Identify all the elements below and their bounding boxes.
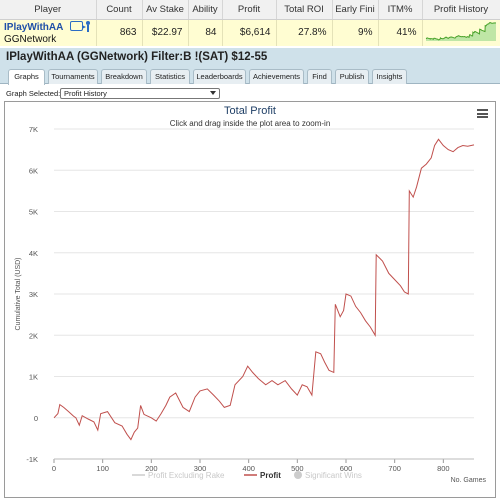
player-cell: IPlayWithAA GGNetwork xyxy=(0,19,97,46)
graph-select-label: Graph Selected: xyxy=(6,89,61,98)
column-header-total-roi[interactable]: Total ROI xyxy=(276,0,333,20)
x-axis-label: No. Games xyxy=(451,477,487,484)
tab-statistics[interactable]: Statistics xyxy=(150,69,190,84)
y-tick-label: 0 xyxy=(34,414,38,423)
y-tick-label: 5K xyxy=(29,208,38,217)
chevron-down-icon xyxy=(210,91,216,95)
table-header-row: Player Count Av Stake Ability Profit Tot… xyxy=(0,0,500,20)
table-row: IPlayWithAA GGNetwork 863 $22.97 84 $6,6… xyxy=(0,19,500,46)
graph-select-dropdown[interactable]: Profit History xyxy=(60,88,220,99)
column-header-profit[interactable]: Profit xyxy=(222,0,277,20)
tab-graphs[interactable]: Graphs xyxy=(8,69,45,85)
column-header-count[interactable]: Count xyxy=(96,0,143,20)
ability-value: 84 xyxy=(188,19,223,46)
graph-select-value: Profit History xyxy=(64,89,107,98)
chart-subtitle: Click and drag inside the plot area to z… xyxy=(170,119,331,128)
player-name-link[interactable]: IPlayWithAA xyxy=(4,21,64,33)
profit-history-cell xyxy=(422,19,500,46)
player-stats-table: Player Count Av Stake Ability Profit Tot… xyxy=(0,0,500,46)
chart-menu-icon[interactable] xyxy=(477,109,488,118)
tab-bar: Graphs Tournaments Breakdown Statistics … xyxy=(0,66,500,85)
x-tick-label: 600 xyxy=(340,464,353,473)
series-line-profit xyxy=(53,138,475,441)
legend-item-significant-wins[interactable]: Significant Wins xyxy=(305,471,362,480)
av-stake-value: $22.97 xyxy=(142,19,189,46)
early-fini-value: 9% xyxy=(332,19,379,46)
x-tick-label: 100 xyxy=(96,464,109,473)
chart-canvas[interactable]: Total Profit Click and drag inside the pl… xyxy=(4,101,496,498)
monitor-share-icon[interactable] xyxy=(70,20,87,31)
x-tick-label: 800 xyxy=(437,464,450,473)
y-tick-label: 7K xyxy=(29,125,38,134)
y-tick-label: 4K xyxy=(29,249,38,258)
y-tick-label: 1K xyxy=(29,373,38,382)
tab-breakdown[interactable]: Breakdown xyxy=(101,69,147,84)
x-tick-label: 0 xyxy=(52,464,56,473)
count-value: 863 xyxy=(96,19,143,46)
legend-item-profit-excluding-rake[interactable]: Profit Excluding Rake xyxy=(148,471,225,480)
tab-tournaments[interactable]: Tournaments xyxy=(48,69,98,84)
x-tick-label: 300 xyxy=(194,464,207,473)
column-header-av-stake[interactable]: Av Stake xyxy=(142,0,189,20)
legend-item-profit[interactable]: Profit xyxy=(260,471,281,480)
tab-insights[interactable]: Insights xyxy=(372,69,407,84)
column-header-early-fini[interactable]: Early Fini xyxy=(332,0,379,20)
total-roi-value: 27.8% xyxy=(276,19,333,46)
profit-value: $6,614 xyxy=(222,19,277,46)
chart-title: Total Profit xyxy=(224,105,276,117)
profit-chart[interactable]: Total Profit Click and drag inside the pl… xyxy=(4,101,496,498)
y-tick-label: 6K xyxy=(29,166,38,175)
tab-find[interactable]: Find xyxy=(307,69,332,84)
tab-leaderboards[interactable]: Leaderboards xyxy=(193,69,246,84)
sparkline-area xyxy=(426,22,496,42)
player-network: GGNetwork xyxy=(4,33,57,45)
y-tick-label: 2K xyxy=(29,331,38,340)
sparkline-line xyxy=(425,22,497,41)
tab-publish[interactable]: Publish xyxy=(335,69,369,84)
person-icon[interactable] xyxy=(86,20,91,32)
itm-value: 41% xyxy=(378,19,423,46)
chart-border xyxy=(4,101,496,498)
x-tick-label: 500 xyxy=(291,464,304,473)
y-axis-label: Cumulative Total (USD) xyxy=(15,257,22,330)
x-tick-label: 200 xyxy=(145,464,158,473)
y-tick-label: 3K xyxy=(29,290,38,299)
x-tick-label: 700 xyxy=(388,464,401,473)
column-header-itm[interactable]: ITM% xyxy=(378,0,423,20)
tab-achievements[interactable]: Achievements xyxy=(249,69,304,84)
legend-marker-significant-wins[interactable] xyxy=(294,471,302,479)
profit-history-sparkline[interactable] xyxy=(425,20,497,42)
column-header-player[interactable]: Player xyxy=(0,0,97,20)
column-header-profit-history[interactable]: Profit History xyxy=(422,0,500,20)
y-tick-label: -1K xyxy=(26,455,38,464)
player-icons xyxy=(70,20,91,32)
column-header-ability[interactable]: Ability xyxy=(188,0,223,20)
x-tick-label: 400 xyxy=(242,464,255,473)
filter-title: IPlayWithAA (GGNetwork) Filter:B !(SAT) … xyxy=(0,48,500,66)
